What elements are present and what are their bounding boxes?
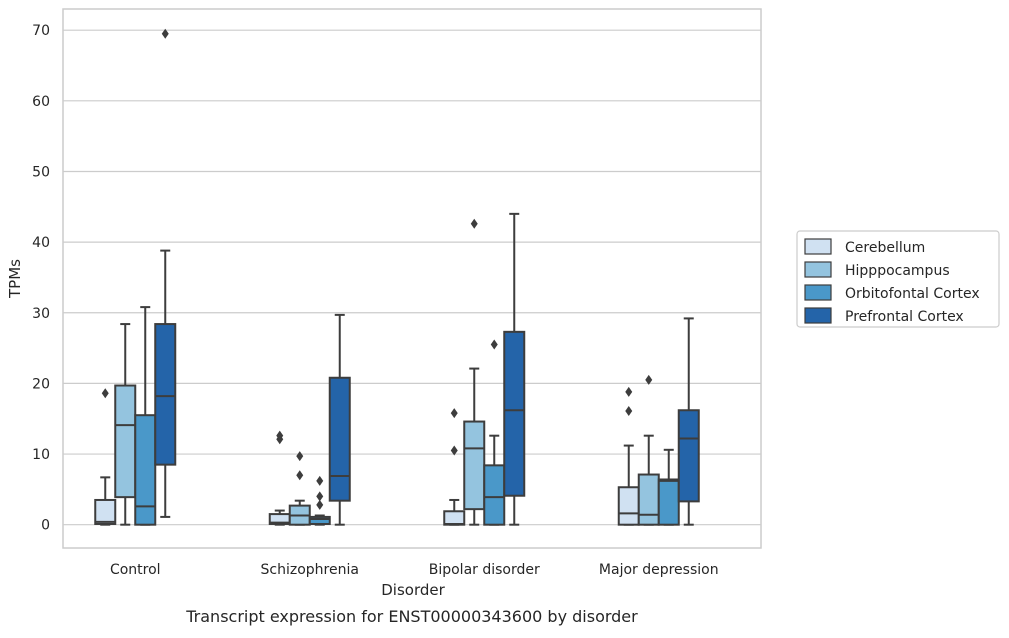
legend-entry-3: Orbitofontal Cortex [804,284,980,302]
x-axis-ticks: Control Schizophrenia Bipolar disorder Majo… [110,562,719,578]
box-3-3 [483,339,506,526]
box-body [617,486,640,526]
outlier-1 [490,339,498,350]
outlier-2 [625,386,633,397]
box-1-1 [94,388,117,526]
boxes [94,28,700,526]
plot-frame [62,8,762,549]
box-4-1 [617,386,640,526]
outlier-1 [101,388,109,399]
y-axis-label: TPMs [6,259,24,299]
box-4-4 [677,317,700,526]
y-tick-label-0: 0 [41,518,50,534]
legend-label: Orbitofontal Cortex [845,286,980,302]
box-body [483,464,506,526]
box-3-4 [503,212,526,526]
y-tick-label-10: 10 [32,447,50,463]
box-3-1 [443,408,466,526]
box-body [657,478,680,526]
box-2-1 [268,430,291,526]
box-1-3 [134,306,157,526]
legend-swatch [804,261,832,278]
box-body [463,420,486,511]
outlier-3 [316,475,324,486]
box-body [154,323,177,466]
legend: Cerebellum Hipppocampus Orbitofontal Corte… [796,230,1000,328]
box-body [328,376,351,502]
x-tick-label-2: Schizophrenia [261,562,359,578]
box-body [443,510,466,526]
box-body [114,384,137,499]
box-body [308,515,331,525]
y-tick-label-70: 70 [32,23,50,39]
box-2-2 [288,451,311,526]
box-2-3 [308,475,331,526]
outlier-1 [161,28,169,39]
x-tick-label-3: Bipolar disorder [429,562,540,578]
box-3-2 [463,218,486,526]
outlier-2 [450,408,458,419]
y-tick-label-60: 60 [32,94,50,110]
legend-entry-1: Cerebellum [804,238,925,256]
legend-label: Prefrontal Cortex [845,309,964,325]
box-body [134,414,157,526]
legend-swatch [804,238,832,255]
box-2-4 [328,313,351,526]
y-axis-ticks: 0 10 20 30 40 50 60 70 [32,23,50,533]
y-tick-label-30: 30 [32,306,50,322]
legend-swatch [804,284,832,301]
box-body [94,498,117,525]
box-4-3 [657,448,680,526]
legend-entry-2: Hipppocampus [804,261,950,279]
legend-frame [796,230,1000,328]
legend-label: Hipppocampus [845,263,950,279]
outlier-2 [316,491,324,502]
outlier-1 [470,218,478,229]
outlier-2 [296,451,304,462]
outlier-1 [450,445,458,456]
legend-label: Cerebellum [845,240,925,256]
legend-entry-4: Prefrontal Cortex [804,307,964,325]
box-body [503,330,526,497]
y-tick-label-40: 40 [32,235,50,251]
gridlines [63,29,761,526]
outlier-2 [276,430,284,441]
x-axis-label: Disorder [381,581,445,599]
legend-swatch [804,307,832,324]
outlier-1 [296,470,304,481]
outlier-1 [316,499,324,510]
chart-caption: Transcript expression for ENST0000034360… [185,607,638,626]
box-body [677,409,700,503]
box-1-4 [154,28,177,518]
box-body [637,473,660,526]
outlier-1 [625,405,633,416]
y-tick-label-50: 50 [32,164,50,180]
x-tick-label-4: Major depression [599,562,719,578]
x-tick-label-1: Control [110,562,161,578]
box-1-2 [114,323,137,526]
y-tick-label-20: 20 [32,376,50,392]
outlier-1 [645,374,653,385]
box-4-2 [637,374,660,526]
